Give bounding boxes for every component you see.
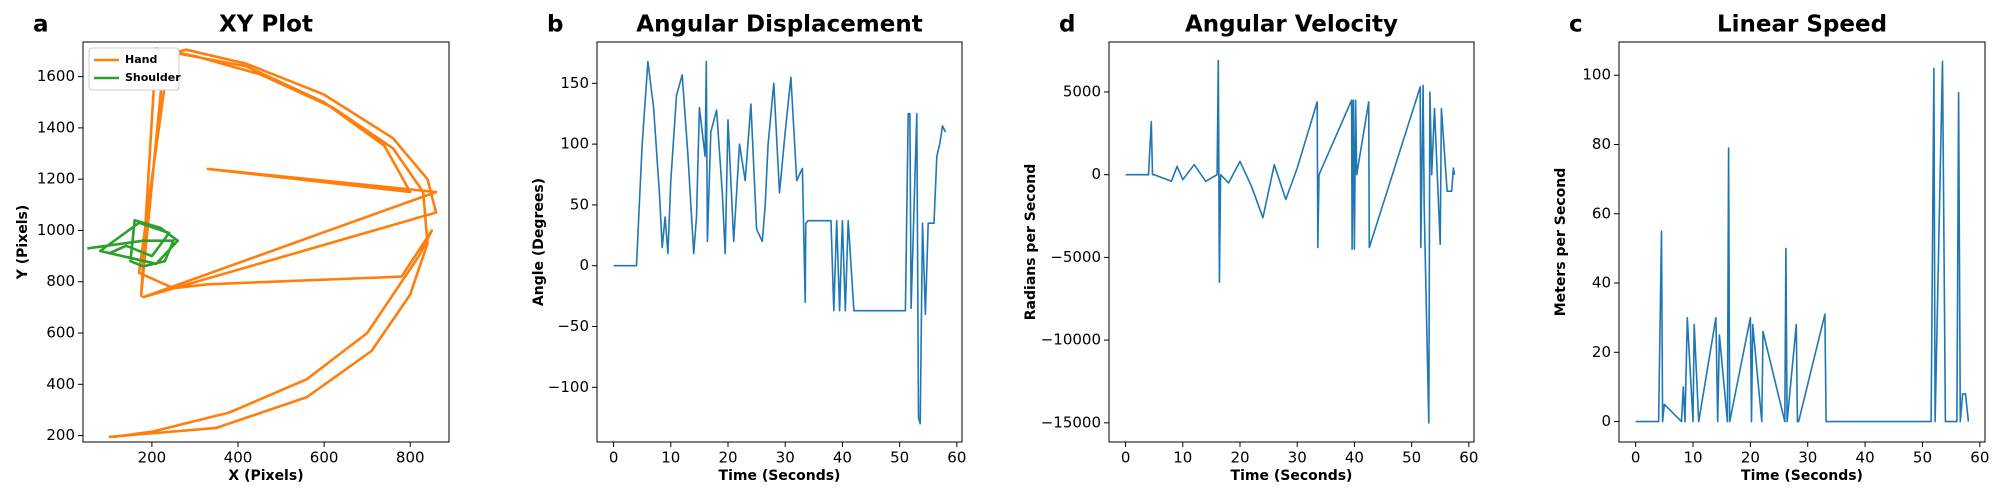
x-tick-label: 10: [1683, 449, 1702, 467]
legend-label: Hand: [125, 53, 157, 66]
y-tick-label: 40: [1592, 274, 1611, 292]
panel-label: c: [1569, 12, 1583, 38]
y-tick-label: 50: [570, 195, 589, 213]
y-tick-label: 20: [1592, 343, 1611, 361]
y-tick-label: −5000: [1050, 248, 1101, 266]
x-tick-label: 200: [138, 449, 167, 467]
data-line: [613, 60, 947, 425]
y-tick-label: 200: [46, 426, 75, 444]
x-tick-label: 10: [661, 449, 680, 467]
y-tick-label: 0: [1601, 412, 1611, 430]
y-tick-label: 5000: [1063, 82, 1101, 100]
y-tick-label: −10000: [1041, 331, 1101, 349]
y-axis-label: Angle (Degrees): [531, 178, 547, 306]
chart-title: XY Plot: [219, 12, 313, 38]
x-tick-label: 50: [1402, 449, 1421, 467]
x-tick-label: 60: [1459, 449, 1478, 467]
y-tick-label: 1200: [37, 170, 75, 188]
y-tick-label: −15000: [1041, 413, 1101, 431]
chart-title: Linear Speed: [1717, 12, 1887, 38]
x-tick-label: 50: [890, 449, 909, 467]
y-tick-label: 80: [1592, 135, 1611, 153]
panel-label: d: [1059, 12, 1075, 38]
y-axis-label: Meters per Second: [1553, 168, 1569, 317]
data-line: [87, 218, 179, 268]
y-tick-label: 1000: [37, 221, 75, 239]
x-tick-label: 50: [1913, 449, 1932, 467]
y-axis-label: Radians per Second: [1023, 164, 1039, 320]
x-tick-label: 30: [1798, 449, 1817, 467]
x-tick-label: 0: [1121, 449, 1131, 467]
data-line: [1635, 60, 1970, 423]
y-tick-label: 100: [1582, 66, 1611, 84]
y-tick-label: 150: [560, 74, 589, 92]
x-tick-label: 600: [310, 449, 339, 467]
x-tick-label: 60: [1970, 449, 1989, 467]
x-tick-label: 800: [396, 449, 425, 467]
x-tick-label: 30: [1288, 449, 1307, 467]
legend-box: [88, 47, 180, 91]
panel-label: a: [33, 12, 49, 38]
y-tick-label: −100: [548, 378, 589, 396]
x-axis-label: X (Pixels): [228, 468, 303, 484]
y-tick-label: 800: [46, 272, 75, 290]
legend-label: Shoulder: [125, 71, 181, 84]
x-tick-label: 60: [947, 449, 966, 467]
x-tick-label: 40: [833, 449, 852, 467]
data-line: [1125, 59, 1456, 424]
data-line: [108, 47, 438, 439]
x-tick-label: 0: [1631, 449, 1641, 467]
y-tick-label: 100: [560, 135, 589, 153]
x-axis-label: Time (Seconds): [1741, 468, 1863, 484]
panel-label: b: [547, 12, 563, 38]
x-tick-label: 0: [609, 449, 619, 467]
y-tick-label: 0: [579, 256, 589, 274]
chart-title: Angular Displacement: [636, 12, 922, 38]
x-tick-label: 20: [1741, 449, 1760, 467]
x-tick-label: 20: [718, 449, 737, 467]
y-tick-label: 400: [46, 375, 75, 393]
axes-frame: [1108, 41, 1475, 443]
y-tick-label: −50: [557, 317, 589, 335]
x-axis-label: Time (Seconds): [1231, 468, 1353, 484]
chart-title: Angular Velocity: [1185, 12, 1398, 38]
y-tick-label: 600: [46, 324, 75, 342]
axes-frame: [1618, 41, 1986, 443]
x-tick-label: 40: [1345, 449, 1364, 467]
y-tick-label: 1600: [37, 67, 75, 85]
y-tick-label: 60: [1592, 204, 1611, 222]
axes-frame: [596, 41, 963, 443]
x-tick-label: 400: [224, 449, 253, 467]
y-tick-label: 1400: [37, 118, 75, 136]
x-tick-label: 40: [1856, 449, 1875, 467]
y-axis-label: Y (Pixels): [15, 205, 31, 281]
x-tick-label: 30: [776, 449, 795, 467]
x-tick-label: 10: [1173, 449, 1192, 467]
axes-frame: [82, 41, 450, 443]
x-axis-label: Time (Seconds): [719, 468, 841, 484]
y-tick-label: 0: [1091, 165, 1101, 183]
x-tick-label: 20: [1230, 449, 1249, 467]
